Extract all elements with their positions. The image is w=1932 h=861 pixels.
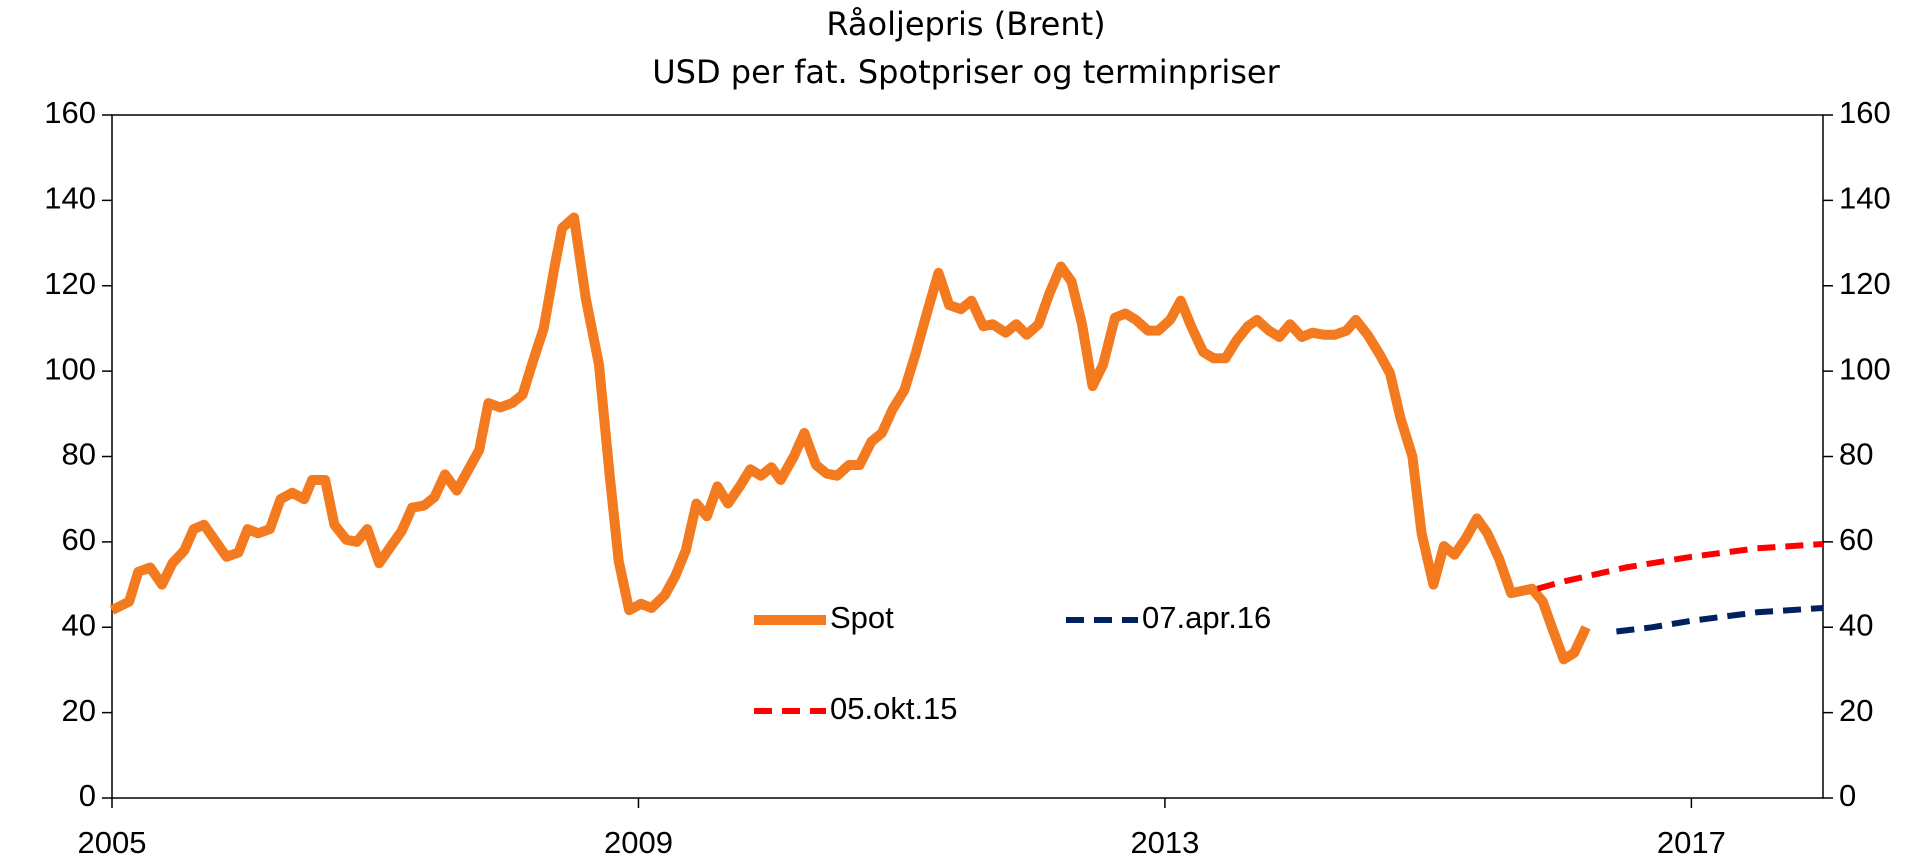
legend-label: 07.apr.16 (1142, 600, 1271, 635)
y-tick-label: 80 (62, 437, 96, 472)
y-tick-label: 60 (62, 522, 96, 557)
x-tick-label: 2005 (78, 825, 147, 860)
x-tick-label: 2013 (1130, 825, 1199, 860)
legend-label: 05.okt.15 (830, 691, 958, 726)
y2-tick-label: 100 (1839, 351, 1891, 386)
chart-title: Råoljepris (Brent) (826, 5, 1105, 43)
y2-tick-label: 0 (1839, 778, 1856, 813)
y-tick-label: 40 (62, 607, 96, 642)
y-tick-label: 100 (44, 351, 96, 386)
y-tick-label: 0 (79, 778, 96, 813)
y-tick-label: 120 (44, 266, 96, 301)
plot-frame (111, 114, 1824, 799)
y2-tick-label: 60 (1839, 522, 1873, 557)
y-tick-label: 140 (44, 181, 96, 216)
y-tick-label: 20 (62, 693, 96, 728)
series-line (109, 212, 1591, 665)
x-tick-label: 2009 (604, 825, 673, 860)
legend-label: Spot (830, 600, 894, 635)
y2-tick-label: 120 (1839, 266, 1891, 301)
y-tick-label: 160 (44, 95, 96, 130)
y2-tick-label: 80 (1839, 437, 1873, 472)
series-line (1616, 605, 1824, 635)
chart-subtitle: USD per fat. Spotpriser og terminpriser (652, 53, 1280, 91)
y2-tick-label: 40 (1839, 607, 1873, 642)
y2-tick-label: 160 (1839, 95, 1891, 130)
y2-tick-label: 140 (1839, 181, 1891, 216)
y2-tick-label: 20 (1839, 693, 1873, 728)
x-tick-label: 2017 (1657, 825, 1726, 860)
series-line (1536, 541, 1824, 592)
